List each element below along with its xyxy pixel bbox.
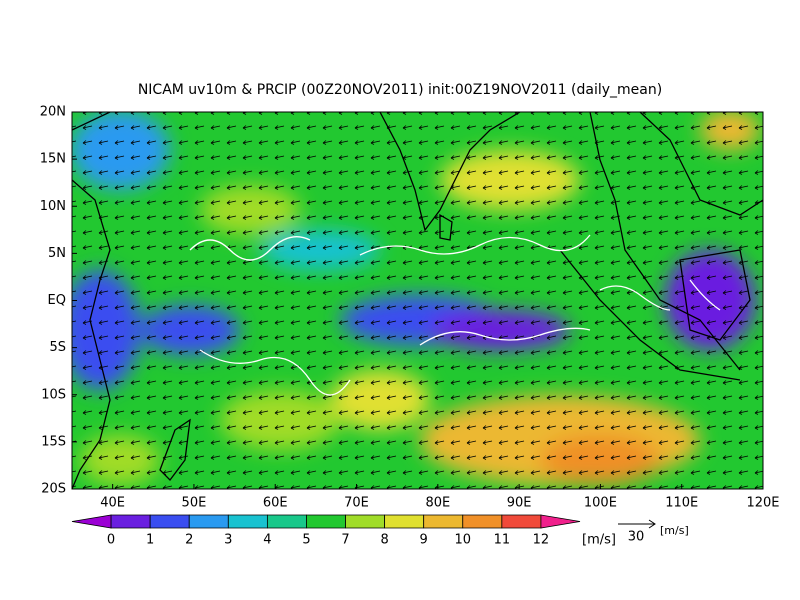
colorbar-swatch xyxy=(149,514,190,529)
colorbar-label: 12 xyxy=(533,533,550,548)
lat-label: 20N xyxy=(40,105,66,120)
colorbar-swatch xyxy=(188,514,229,529)
colorbar-label: 5 xyxy=(302,533,310,548)
lat-label: 10N xyxy=(40,199,66,214)
colorbar-label: 9 xyxy=(420,533,428,548)
colorbar-label: 8 xyxy=(380,533,388,548)
colorbar-swatch xyxy=(227,514,268,529)
lon-label: 120E xyxy=(746,496,779,511)
colorbar-swatch xyxy=(306,514,346,529)
lat-label: 10S xyxy=(41,387,66,402)
colorbar-label: 10 xyxy=(454,533,471,548)
colorbar-swatch xyxy=(501,514,542,529)
colorbar-label: 11 xyxy=(494,533,511,548)
title: NICAM uv10m & PRCIP (00Z20NOV2011) init:… xyxy=(138,82,662,98)
colorbar-swatch xyxy=(71,514,112,529)
lon-label: 100E xyxy=(584,496,617,511)
colorbar-swatch xyxy=(462,514,503,529)
colorbar-swatch xyxy=(266,514,307,529)
lon-label: 90E xyxy=(507,496,532,511)
colorbar-label: 4 xyxy=(263,533,271,548)
colorbar-swatch xyxy=(540,514,581,529)
colorbar-label: 1 xyxy=(146,533,154,548)
reference-unit: [m/s] xyxy=(660,524,689,537)
reference-magnitude: 30 xyxy=(628,530,645,545)
lon-label: 70E xyxy=(344,496,369,511)
colorbar-label: 3 xyxy=(224,533,232,548)
lat-label: EQ xyxy=(48,293,66,308)
colorbar-swatch xyxy=(384,514,425,529)
lon-label: 60E xyxy=(263,496,288,511)
lat-label: 5S xyxy=(49,340,66,355)
lon-label: 40E xyxy=(100,496,125,511)
lat-label: 15S xyxy=(41,434,66,449)
colorbar-unit: [m/s] xyxy=(582,533,616,548)
lon-label: 110E xyxy=(665,496,698,511)
lon-label: 80E xyxy=(425,496,450,511)
colorbar-label: 0 xyxy=(107,533,115,548)
lat-label: 15N xyxy=(40,152,66,167)
lon-label: 50E xyxy=(182,496,207,511)
lat-label: 5N xyxy=(48,246,66,261)
colorbar-swatch xyxy=(423,514,464,529)
lat-label: 20S xyxy=(41,482,66,497)
colorbar-swatch xyxy=(345,514,386,529)
colorbar-label: 2 xyxy=(185,533,193,548)
wind-field xyxy=(72,112,763,489)
colorbar-label: 7 xyxy=(341,533,349,548)
reference-arrowhead xyxy=(648,519,656,529)
colorbar-swatch xyxy=(110,514,151,529)
